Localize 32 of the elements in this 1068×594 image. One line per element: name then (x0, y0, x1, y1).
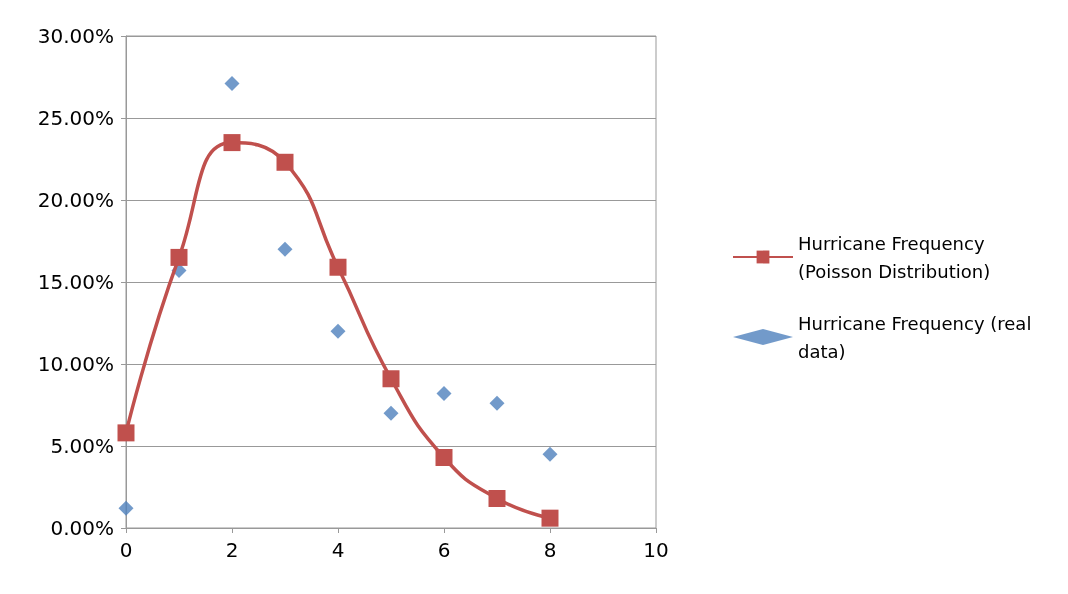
y-tick-label: 30.00% (37, 24, 114, 48)
legend-label: Hurricane Frequency (real data) (798, 312, 1038, 362)
point (542, 446, 558, 462)
x-tick-label: 2 (225, 538, 239, 562)
point (223, 134, 241, 152)
point (436, 386, 452, 402)
y-tick-label: 15.00% (37, 270, 114, 294)
x-tick-label: 6 (437, 538, 451, 562)
point (488, 489, 506, 507)
point (170, 248, 188, 266)
point (117, 424, 135, 442)
legend-label: Hurricane Frequency (Poisson Distribution) (798, 232, 991, 282)
y-tick-label: 10.00% (37, 352, 114, 376)
x-tick-label: 10 (643, 538, 669, 562)
point (489, 395, 505, 411)
point (330, 323, 346, 339)
point (276, 153, 294, 171)
point (435, 448, 453, 466)
x-tick-label: 4 (331, 538, 345, 562)
point (329, 258, 347, 276)
point (277, 241, 293, 257)
point (118, 500, 134, 516)
point (224, 76, 240, 92)
y-tick-label: 0.00% (50, 516, 114, 540)
point (541, 509, 559, 527)
y-tick-label: 5.00% (50, 434, 114, 458)
y-tick-label: 25.00% (37, 106, 114, 130)
point (383, 405, 399, 421)
point (382, 370, 400, 388)
x-tick-label: 0 (119, 538, 133, 562)
x-tick-label: 8 (543, 538, 557, 562)
y-tick-label: 20.00% (37, 188, 114, 212)
